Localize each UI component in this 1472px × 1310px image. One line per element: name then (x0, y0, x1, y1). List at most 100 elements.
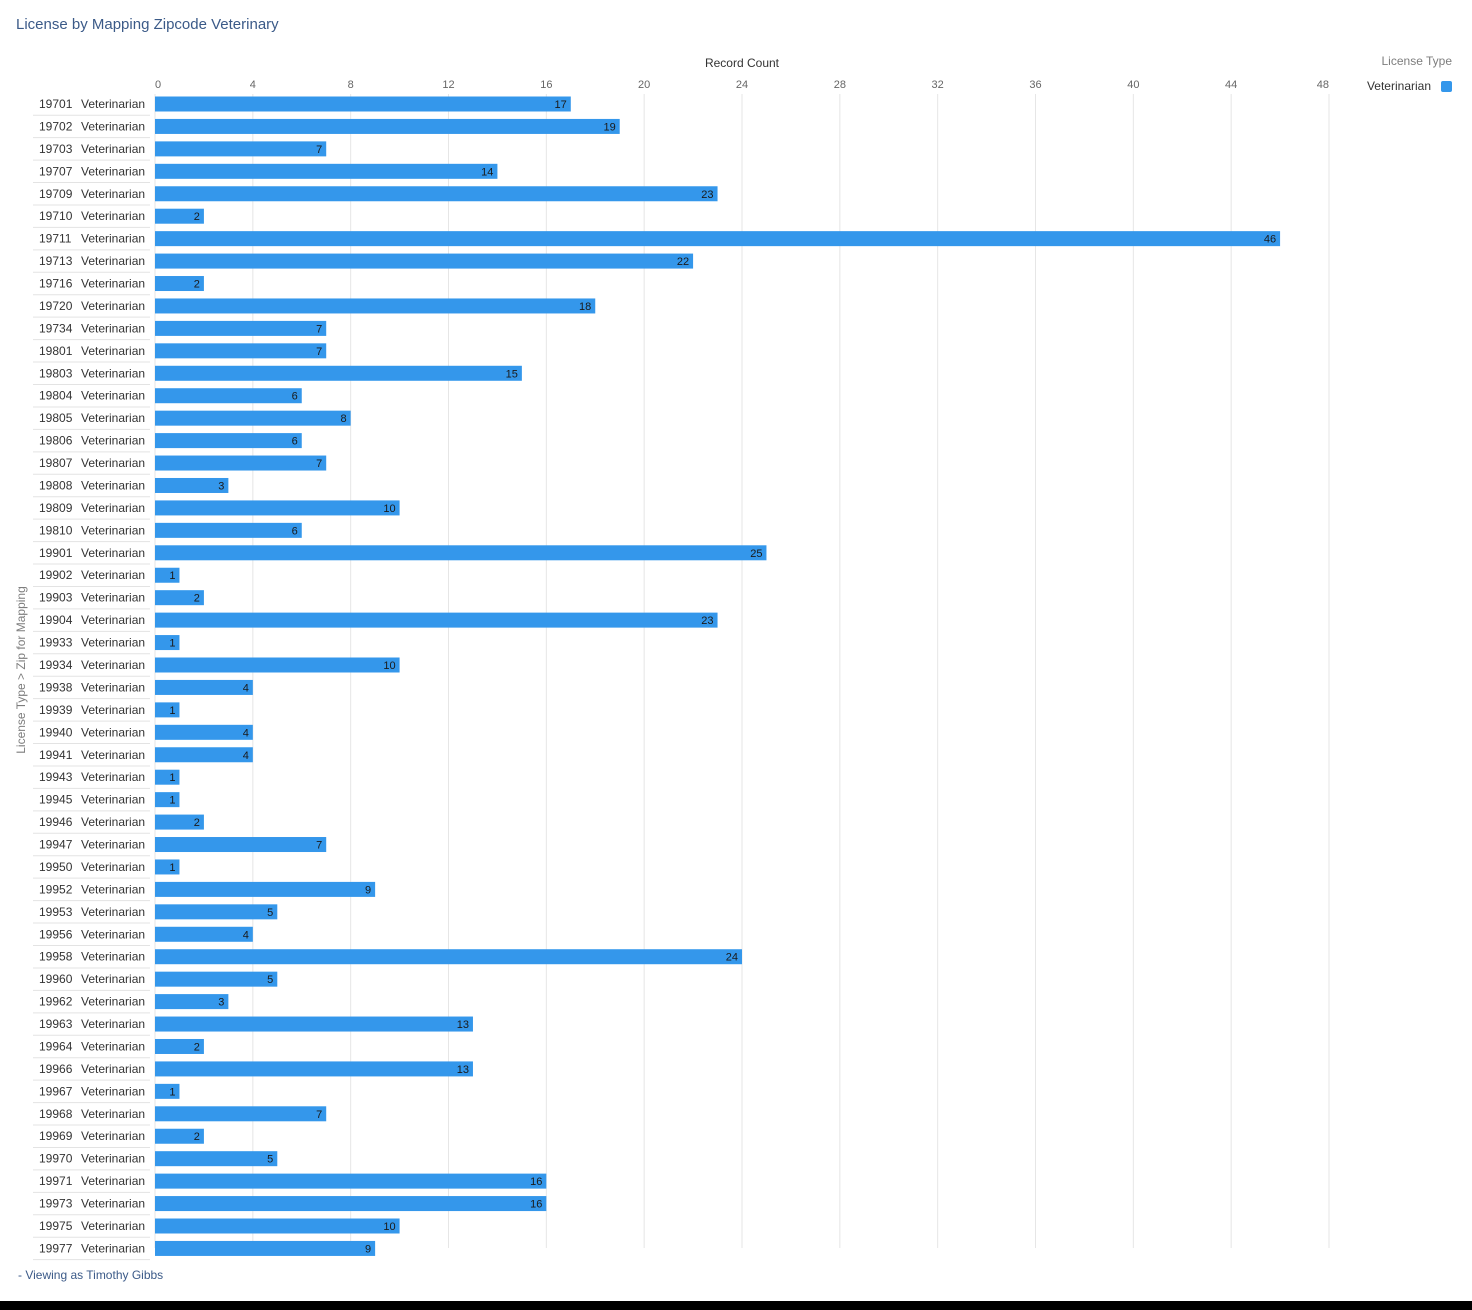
zip-tick-label: 19901 (39, 546, 73, 560)
license-type-tick-label: Veterinarian (81, 680, 145, 694)
zip-tick-label: 19962 (39, 995, 73, 1009)
page-title: License by Mapping Zipcode Veterinary (16, 16, 279, 33)
x-tick-label: 40 (1127, 79, 1139, 91)
bar (155, 545, 767, 561)
legend: License Type Veterinarian (1340, 54, 1452, 93)
x-tick-label: 32 (932, 79, 944, 91)
license-type-tick-label: Veterinarian (81, 1219, 145, 1233)
zip-tick-label: 19805 (39, 411, 73, 425)
window-bottom-edge (0, 1301, 1472, 1310)
bar-value-label: 6 (292, 391, 298, 403)
license-type-tick-label: Veterinarian (81, 1197, 145, 1211)
bar-value-label: 2 (194, 211, 200, 223)
zip-tick-label: 19947 (39, 838, 73, 852)
license-type-tick-label: Veterinarian (81, 142, 145, 156)
bar-value-label: 9 (365, 884, 371, 896)
license-type-tick-label: Veterinarian (81, 434, 145, 448)
bar (155, 657, 400, 673)
bar (155, 926, 253, 942)
bar-value-label: 22 (677, 256, 689, 268)
license-type-tick-label: Veterinarian (81, 1017, 145, 1031)
x-axis-title: Record Count (705, 56, 780, 70)
bar (155, 1218, 400, 1234)
license-type-tick-label: Veterinarian (81, 97, 145, 111)
zip-tick-label: 19964 (39, 1039, 73, 1053)
license-type-tick-label: Veterinarian (81, 344, 145, 358)
bar-value-label: 6 (292, 436, 298, 448)
zip-tick-label: 19941 (39, 748, 73, 762)
license-type-tick-label: Veterinarian (81, 478, 145, 492)
zip-tick-label: 19940 (39, 725, 73, 739)
bar (155, 635, 180, 651)
zip-tick-label: 19810 (39, 523, 73, 537)
bar (155, 186, 718, 202)
license-type-tick-label: Veterinarian (81, 815, 145, 829)
license-type-tick-label: Veterinarian (81, 972, 145, 986)
zip-tick-label: 19806 (39, 434, 73, 448)
bar-value-label: 4 (243, 682, 249, 694)
bar (155, 1061, 473, 1077)
bar (155, 231, 1281, 247)
bar-value-label: 2 (194, 593, 200, 605)
bar (155, 971, 278, 987)
bar-value-label: 1 (169, 705, 175, 717)
license-type-tick-label: Veterinarian (81, 164, 145, 178)
bar (155, 343, 327, 359)
bar (155, 388, 302, 404)
license-type-tick-label: Veterinarian (81, 882, 145, 896)
zip-tick-label: 19702 (39, 119, 73, 133)
bar (155, 118, 620, 134)
bar-value-label: 17 (555, 99, 567, 111)
license-type-tick-label: Veterinarian (81, 1152, 145, 1166)
bar-value-label: 9 (365, 1243, 371, 1255)
zip-tick-label: 19952 (39, 882, 73, 896)
bar-value-label: 4 (243, 727, 249, 739)
bar-value-label: 15 (506, 368, 518, 380)
zip-tick-label: 19963 (39, 1017, 73, 1031)
zip-tick-label: 19967 (39, 1084, 73, 1098)
legend-item-veterinarian[interactable]: Veterinarian (1340, 79, 1452, 93)
bar (155, 253, 694, 269)
zip-tick-label: 19934 (39, 658, 73, 672)
bar-value-label: 24 (726, 952, 738, 964)
license-type-tick-label: Veterinarian (81, 860, 145, 874)
zip-tick-label: 19939 (39, 703, 73, 717)
x-tick-label: 8 (348, 79, 354, 91)
bar-value-label: 1 (169, 862, 175, 874)
bar-value-label: 18 (579, 301, 591, 313)
bar-value-label: 13 (457, 1064, 469, 1076)
license-type-tick-label: Veterinarian (81, 1039, 145, 1053)
bar-value-label: 46 (1264, 234, 1276, 246)
license-type-tick-label: Veterinarian (81, 389, 145, 403)
bar (155, 1196, 547, 1212)
zip-tick-label: 19902 (39, 568, 73, 582)
zip-tick-label: 19803 (39, 366, 73, 380)
x-tick-label: 28 (834, 79, 846, 91)
license-type-tick-label: Veterinarian (81, 523, 145, 537)
bar-value-label: 2 (194, 279, 200, 291)
bar-value-label: 2 (194, 1131, 200, 1143)
zip-tick-label: 19709 (39, 187, 73, 201)
x-tick-label: 44 (1225, 79, 1237, 91)
bar (155, 163, 498, 179)
zip-tick-label: 19958 (39, 950, 73, 964)
zip-tick-label: 19720 (39, 299, 73, 313)
license-type-tick-label: Veterinarian (81, 277, 145, 291)
license-type-tick-label: Veterinarian (81, 321, 145, 335)
bar (155, 1083, 180, 1099)
bar (155, 769, 180, 785)
license-type-tick-label: Veterinarian (81, 725, 145, 739)
x-tick-label: 20 (638, 79, 650, 91)
zip-tick-label: 19966 (39, 1062, 73, 1076)
bar-value-label: 25 (750, 548, 762, 560)
bar-value-label: 1 (169, 638, 175, 650)
bar (155, 904, 278, 920)
bar-value-label: 4 (243, 750, 249, 762)
bar (155, 1038, 204, 1054)
license-type-tick-label: Veterinarian (81, 254, 145, 268)
license-type-tick-label: Veterinarian (81, 636, 145, 650)
bar (155, 881, 376, 897)
zip-tick-label: 19716 (39, 277, 73, 291)
bar (155, 747, 253, 763)
bar (155, 1240, 376, 1256)
